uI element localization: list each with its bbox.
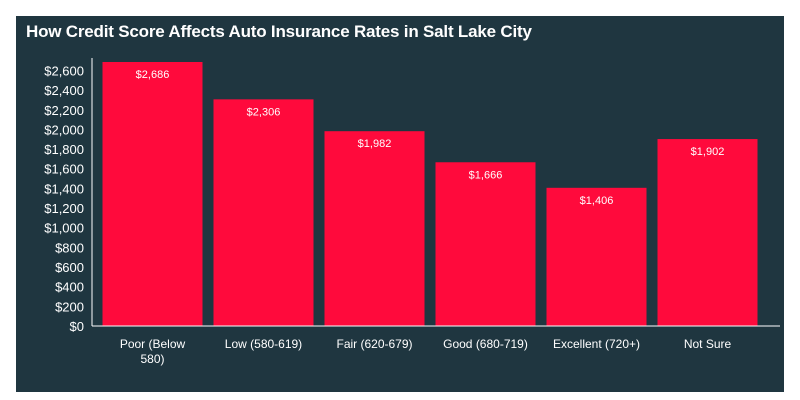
y-tick-label-5: $1,000 xyxy=(44,221,84,236)
y-tick-label-4: $800 xyxy=(55,240,84,255)
x-tick-label-3: Good (680-719) xyxy=(443,337,528,351)
y-tick-label-2: $400 xyxy=(55,280,84,295)
y-tick-label-0: $0 xyxy=(70,319,84,334)
y-tick-label-6: $1,200 xyxy=(44,201,84,216)
y-tick-label-11: $2,200 xyxy=(44,103,84,118)
y-tick-label-3: $600 xyxy=(55,260,84,275)
x-tick-label-2: Fair (620-679) xyxy=(336,337,412,351)
bar-value-label-2: $1,982 xyxy=(358,138,392,150)
x-tick-label-5: Not Sure xyxy=(684,337,732,351)
bar-value-label-0: $2,686 xyxy=(136,69,170,81)
y-tick-label-10: $2,000 xyxy=(44,122,84,137)
bar-value-label-5: $1,902 xyxy=(691,146,725,158)
bar-value-label-3: $1,666 xyxy=(469,169,503,181)
bar-5 xyxy=(657,139,758,326)
y-tick-label-13: $2,600 xyxy=(44,63,84,78)
bar-1 xyxy=(213,99,314,327)
bar-0 xyxy=(102,62,203,326)
bar-2 xyxy=(324,131,425,326)
bar-3 xyxy=(435,162,536,326)
y-tick-label-7: $1,400 xyxy=(44,181,84,196)
y-tick-label-12: $2,400 xyxy=(44,83,84,98)
y-tick-label-8: $1,600 xyxy=(44,162,84,177)
bar-value-label-1: $2,306 xyxy=(247,106,281,118)
y-tick-label-9: $1,800 xyxy=(44,142,84,157)
y-tick-label-1: $200 xyxy=(55,299,84,314)
chart-title: How Credit Score Affects Auto Insurance … xyxy=(26,22,532,41)
x-tick-label-1: Low (580-619) xyxy=(225,337,302,351)
bar-4 xyxy=(546,187,647,326)
x-tick-label-0: Poor (Below 580) xyxy=(120,337,186,366)
x-tick-label-4: Excellent (720+) xyxy=(553,337,640,351)
bar-value-label-4: $1,406 xyxy=(580,195,614,207)
